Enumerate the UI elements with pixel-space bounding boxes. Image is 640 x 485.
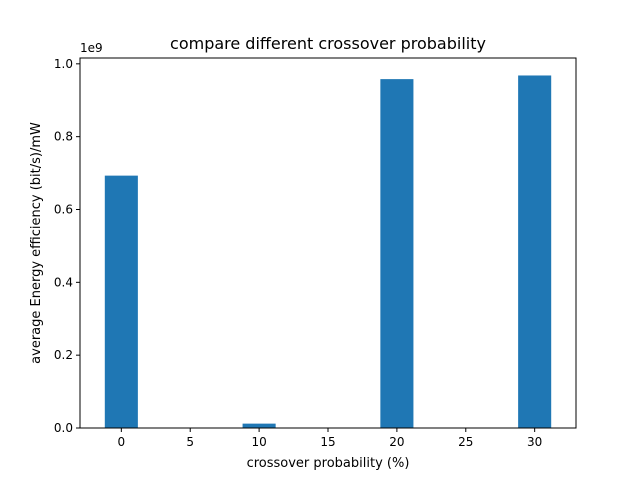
y-tick-label: 1.0 [54, 57, 73, 71]
bar-20 [380, 79, 414, 429]
x-tick-label: 15 [320, 435, 335, 449]
y-axis-label: average Energy efficiency (bit/s)/mW [29, 122, 44, 364]
chart-title: compare different crossover probability [170, 34, 486, 53]
y-tick-label: 0.6 [54, 202, 73, 216]
y-tick-label: 0.8 [54, 130, 73, 144]
x-ticks-group: 0 5 10 15 20 25 30 [118, 428, 542, 449]
y-tick-label: 0.0 [54, 421, 73, 435]
bar-0 [104, 175, 138, 428]
x-tick-label: 30 [527, 435, 542, 449]
bar-30 [518, 75, 552, 428]
y-ticks-group: 0.0 0.2 0.4 0.6 0.8 1.0 [54, 57, 80, 435]
x-tick-label: 0 [118, 435, 126, 449]
x-tick-label: 20 [389, 435, 404, 449]
axes-frame [79, 57, 577, 429]
y-axis-offset-label: 1e9 [80, 41, 103, 55]
bars-group [104, 75, 552, 429]
bar-10 [242, 423, 276, 428]
x-axis-label: crossover probability (%) [247, 456, 410, 471]
x-tick-label: 5 [186, 435, 194, 449]
x-tick-label: 25 [458, 435, 473, 449]
x-tick-label: 10 [251, 435, 266, 449]
y-tick-label: 0.2 [54, 348, 73, 362]
y-tick-label: 0.4 [54, 275, 73, 289]
